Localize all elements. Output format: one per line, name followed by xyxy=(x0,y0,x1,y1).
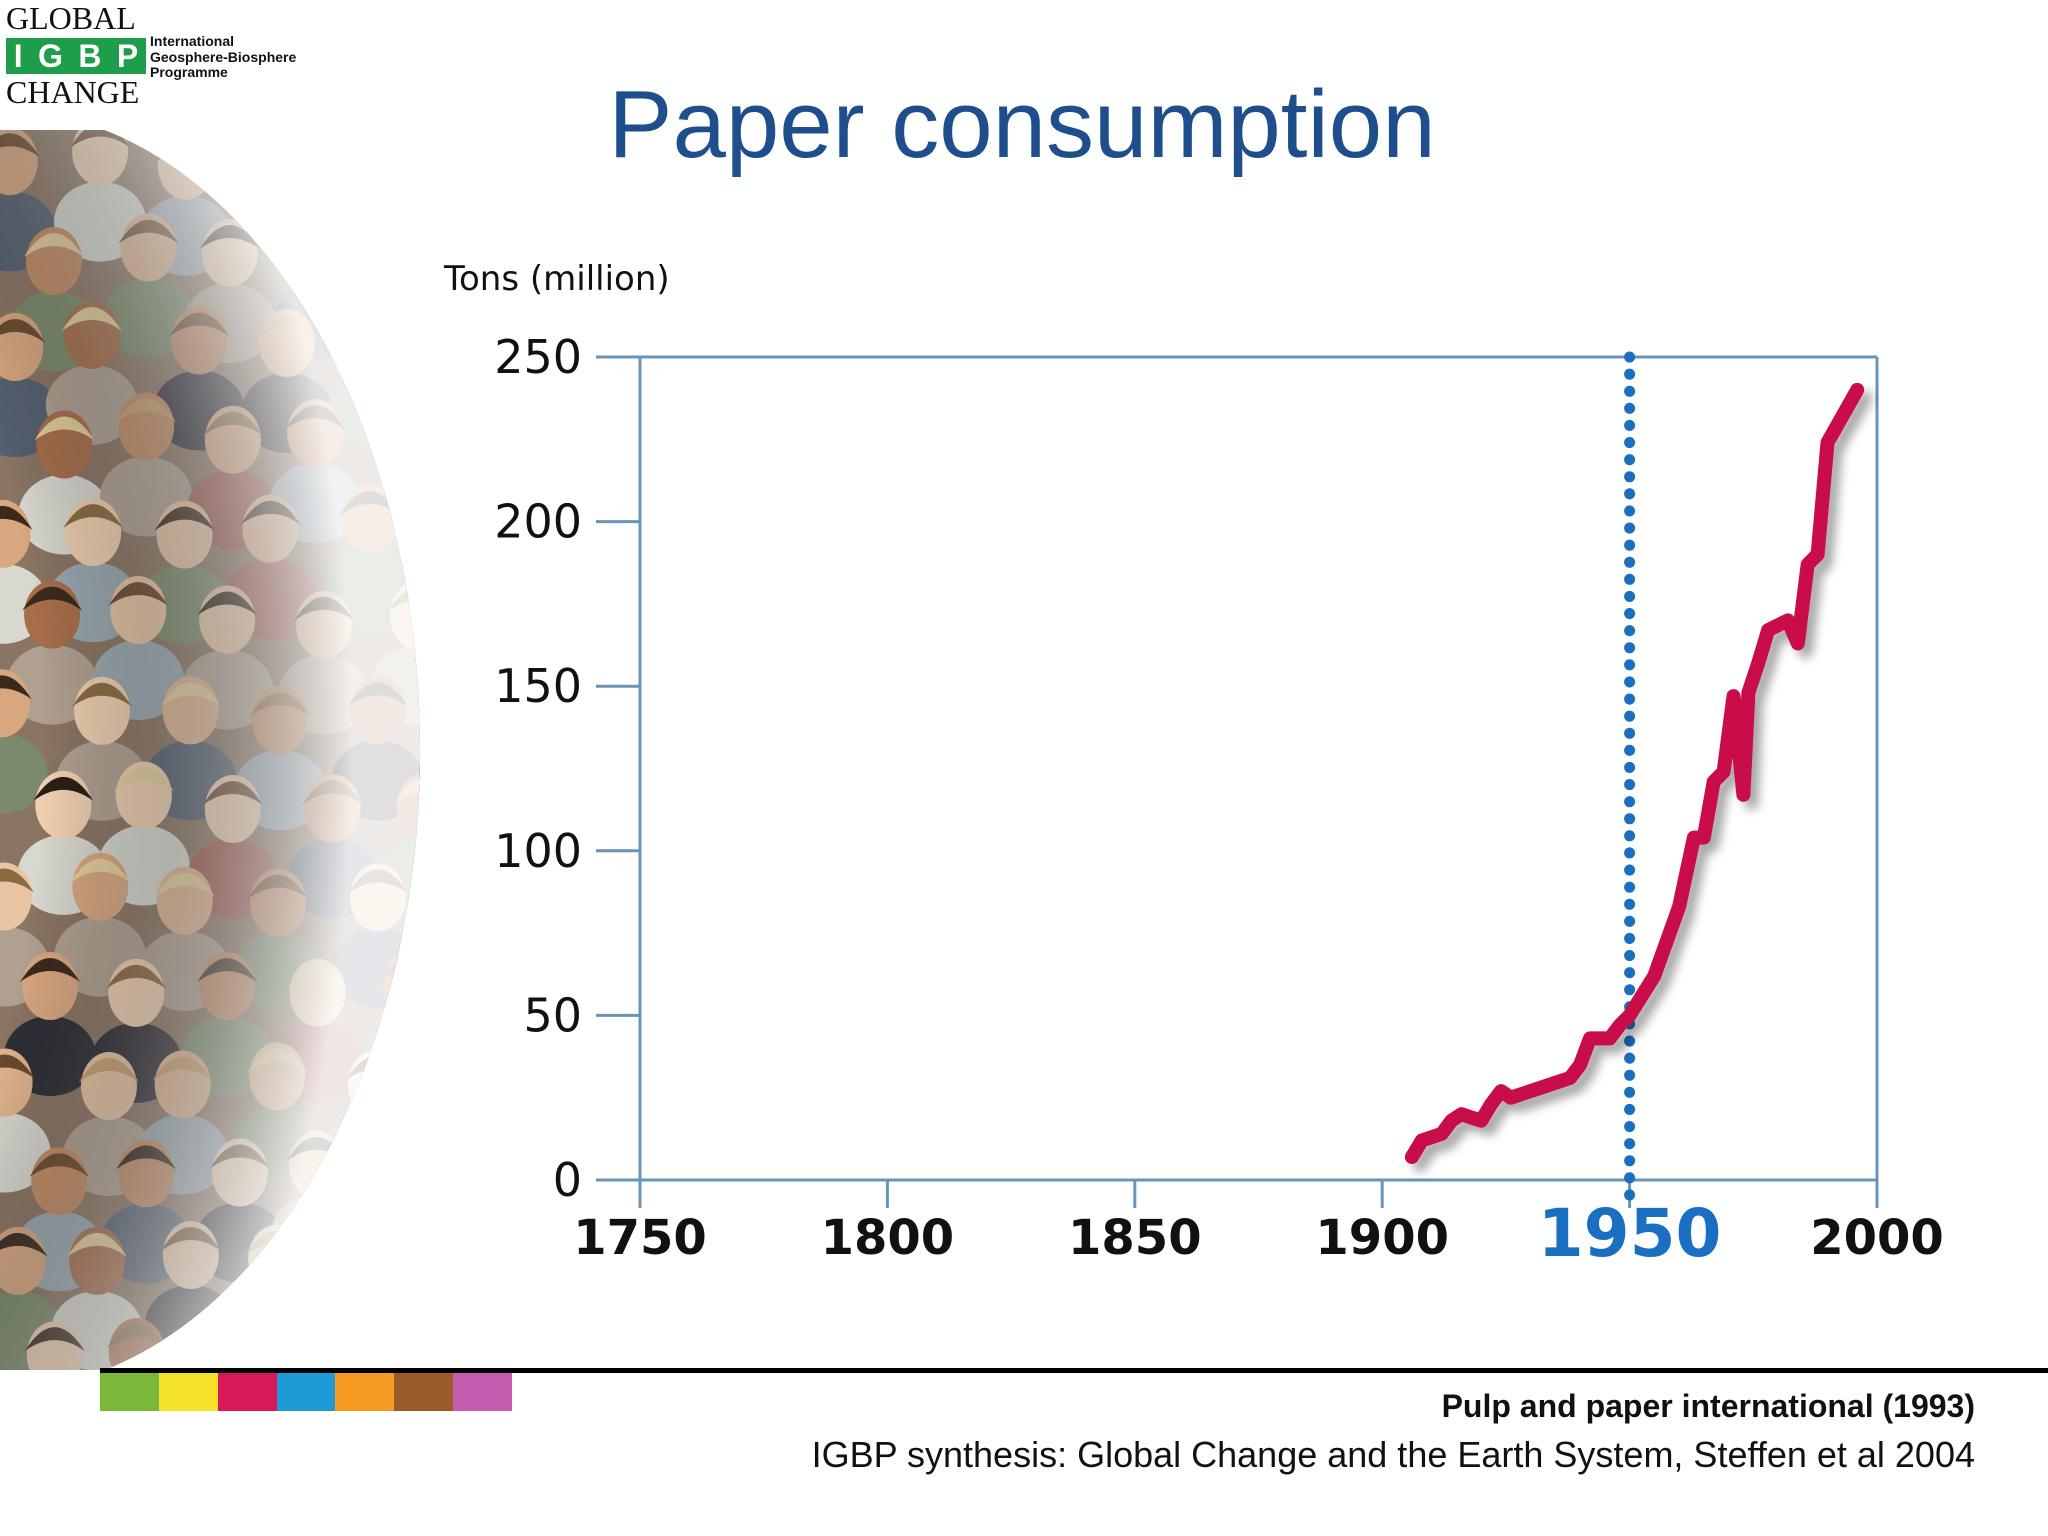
y-tick-label: 0 xyxy=(553,1153,582,1207)
y-tick-label: 50 xyxy=(523,988,582,1042)
logo-letter: P xyxy=(116,37,139,74)
x-tick-label: 2000 xyxy=(1810,1210,1944,1266)
logo-word-global: GLOBAL xyxy=(6,0,136,36)
highlight-year-label: 1950 xyxy=(1538,1195,1722,1272)
series-line xyxy=(1404,382,1865,1164)
crowd-photo xyxy=(0,130,420,1370)
logo-subtitle-line: International xyxy=(150,33,235,49)
y-axis-label: Tons (million) xyxy=(443,259,670,299)
logo-word-change: CHANGE xyxy=(6,74,140,110)
logo-letter: B xyxy=(78,37,102,74)
igbp-logo: GLOBAL I G B P CHANGE International Geos… xyxy=(4,2,324,110)
x-tick-label: 1900 xyxy=(1315,1210,1449,1266)
color-strip-segment xyxy=(217,1373,277,1411)
x-tick-label: 1850 xyxy=(1068,1210,1202,1266)
y-tick-labels: 0 50 100 150 200 250 xyxy=(494,330,582,1207)
highlight-1950: 1950 xyxy=(1538,351,1722,1272)
y-tick-label: 250 xyxy=(494,330,582,384)
logo-letter: G xyxy=(38,37,63,74)
color-strip-segment xyxy=(335,1373,395,1411)
y-tick-label: 150 xyxy=(494,659,582,713)
color-strip-segment xyxy=(394,1373,454,1411)
x-tick-label: 1800 xyxy=(821,1210,955,1266)
footer-rule xyxy=(100,1368,2048,1373)
logo-letter: I xyxy=(13,37,23,74)
y-tick-label: 200 xyxy=(494,495,582,549)
series-group xyxy=(1404,382,1865,1164)
color-strip-segment xyxy=(100,1373,159,1411)
slide-title-text: Paper consumption xyxy=(608,71,1436,178)
color-strip-segment xyxy=(158,1373,218,1411)
color-strip-segment xyxy=(453,1373,513,1411)
x-tick-labels: 1750 1800 1850 1900 2000 xyxy=(573,1210,1944,1266)
source-secondary: IGBP synthesis: Global Change and the Ea… xyxy=(811,1434,1975,1475)
logo-subtitle-line: Geosphere-Biosphere xyxy=(150,49,297,65)
chart-axes xyxy=(596,355,1879,1208)
igbp-color-strip xyxy=(100,1373,513,1411)
slide-title: Paper consumption xyxy=(0,70,2048,180)
x-tick-label: 1750 xyxy=(573,1210,707,1266)
logo-subtitle-line: Programme xyxy=(150,64,228,80)
color-strip-segment xyxy=(276,1373,336,1411)
y-tick-label: 100 xyxy=(494,824,582,878)
source-primary: Pulp and paper international (1993) xyxy=(1441,1388,1975,1424)
logo-letter-box: I G B P xyxy=(6,38,146,74)
